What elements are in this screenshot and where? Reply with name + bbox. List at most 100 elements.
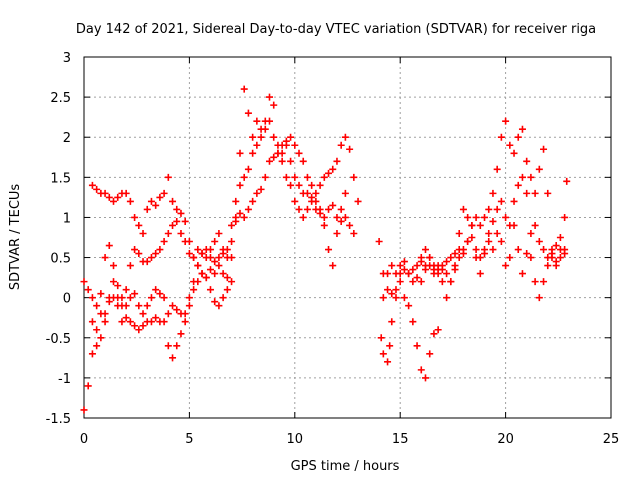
data-point xyxy=(341,189,349,197)
data-point xyxy=(164,342,172,350)
data-point xyxy=(291,141,299,149)
data-point xyxy=(535,294,543,302)
data-point xyxy=(206,246,214,254)
data-point xyxy=(177,330,185,338)
data-point xyxy=(105,242,113,250)
data-point xyxy=(139,229,147,237)
data-point xyxy=(350,173,358,181)
data-point xyxy=(240,85,248,93)
data-point xyxy=(510,197,518,205)
data-point xyxy=(510,221,518,229)
data-point xyxy=(518,270,526,278)
data-point xyxy=(514,133,522,141)
data-point xyxy=(518,173,526,181)
data-point xyxy=(169,197,177,205)
data-point xyxy=(291,197,299,205)
data-point xyxy=(139,322,147,330)
data-point xyxy=(93,342,101,350)
data-point xyxy=(202,254,210,262)
data-point xyxy=(527,254,535,262)
data-point xyxy=(211,238,219,246)
data-point xyxy=(156,193,164,201)
data-point xyxy=(118,318,126,326)
data-point xyxy=(101,254,109,262)
data-point xyxy=(147,254,155,262)
data-point xyxy=(295,205,303,213)
data-point xyxy=(122,286,130,294)
data-point xyxy=(287,133,295,141)
data-point xyxy=(177,229,185,237)
series-track-e xyxy=(375,117,569,382)
y-axis-label: SDTVAR / TECUs xyxy=(8,184,23,291)
data-point xyxy=(400,294,408,302)
y-tick-label: 2 xyxy=(63,131,71,146)
data-point xyxy=(303,205,311,213)
data-point xyxy=(417,258,425,266)
data-point xyxy=(156,290,164,298)
series-track-b xyxy=(80,117,358,318)
data-point xyxy=(173,306,181,314)
data-point xyxy=(489,217,497,225)
data-point xyxy=(194,278,202,286)
x-tick-label: 10 xyxy=(287,432,304,447)
data-point xyxy=(527,229,535,237)
data-point xyxy=(261,125,269,133)
data-point xyxy=(493,165,501,173)
data-point xyxy=(312,189,320,197)
data-point xyxy=(147,294,155,302)
grid-lines xyxy=(84,57,611,418)
data-point xyxy=(198,270,206,278)
data-point xyxy=(278,157,286,165)
data-point xyxy=(459,250,467,258)
data-point xyxy=(421,374,429,382)
data-point xyxy=(354,197,362,205)
data-point xyxy=(468,234,476,241)
data-point xyxy=(455,254,463,262)
data-point xyxy=(384,358,392,366)
data-point xyxy=(497,197,505,205)
data-point xyxy=(468,221,476,229)
data-point xyxy=(93,302,101,310)
y-tick-label: 0.5 xyxy=(50,252,71,267)
data-point xyxy=(502,117,510,125)
data-point xyxy=(434,326,442,334)
data-point xyxy=(169,302,177,310)
data-point xyxy=(426,350,434,358)
data-point xyxy=(329,262,337,270)
data-point xyxy=(384,286,392,294)
data-point xyxy=(396,270,404,278)
x-tick-labels: 0 5 10 15 20 25 xyxy=(80,432,619,447)
data-point xyxy=(135,302,143,310)
data-point xyxy=(535,238,543,246)
data-point xyxy=(497,133,505,141)
data-point xyxy=(377,334,385,342)
data-point xyxy=(206,286,214,294)
data-point xyxy=(135,250,143,258)
data-point xyxy=(147,197,155,205)
data-point xyxy=(325,169,333,177)
data-point xyxy=(337,141,345,149)
data-point xyxy=(101,318,109,326)
data-point xyxy=(236,209,244,217)
data-point xyxy=(160,189,168,197)
data-point xyxy=(266,117,274,125)
data-point xyxy=(514,181,522,189)
data-point xyxy=(476,270,484,278)
data-point xyxy=(249,149,257,157)
data-point xyxy=(510,149,518,157)
data-point xyxy=(303,189,311,197)
data-point xyxy=(320,173,328,181)
data-point xyxy=(164,229,172,237)
series-track-g xyxy=(417,205,569,278)
data-point xyxy=(114,294,122,302)
data-point xyxy=(122,314,130,322)
data-point xyxy=(561,250,569,258)
data-point xyxy=(523,250,531,258)
data-point xyxy=(438,278,446,286)
data-point xyxy=(405,302,413,310)
data-point xyxy=(523,189,531,197)
data-point xyxy=(135,326,143,334)
data-point xyxy=(122,189,130,197)
x-tick-label: 20 xyxy=(497,432,514,447)
data-point xyxy=(485,238,493,246)
